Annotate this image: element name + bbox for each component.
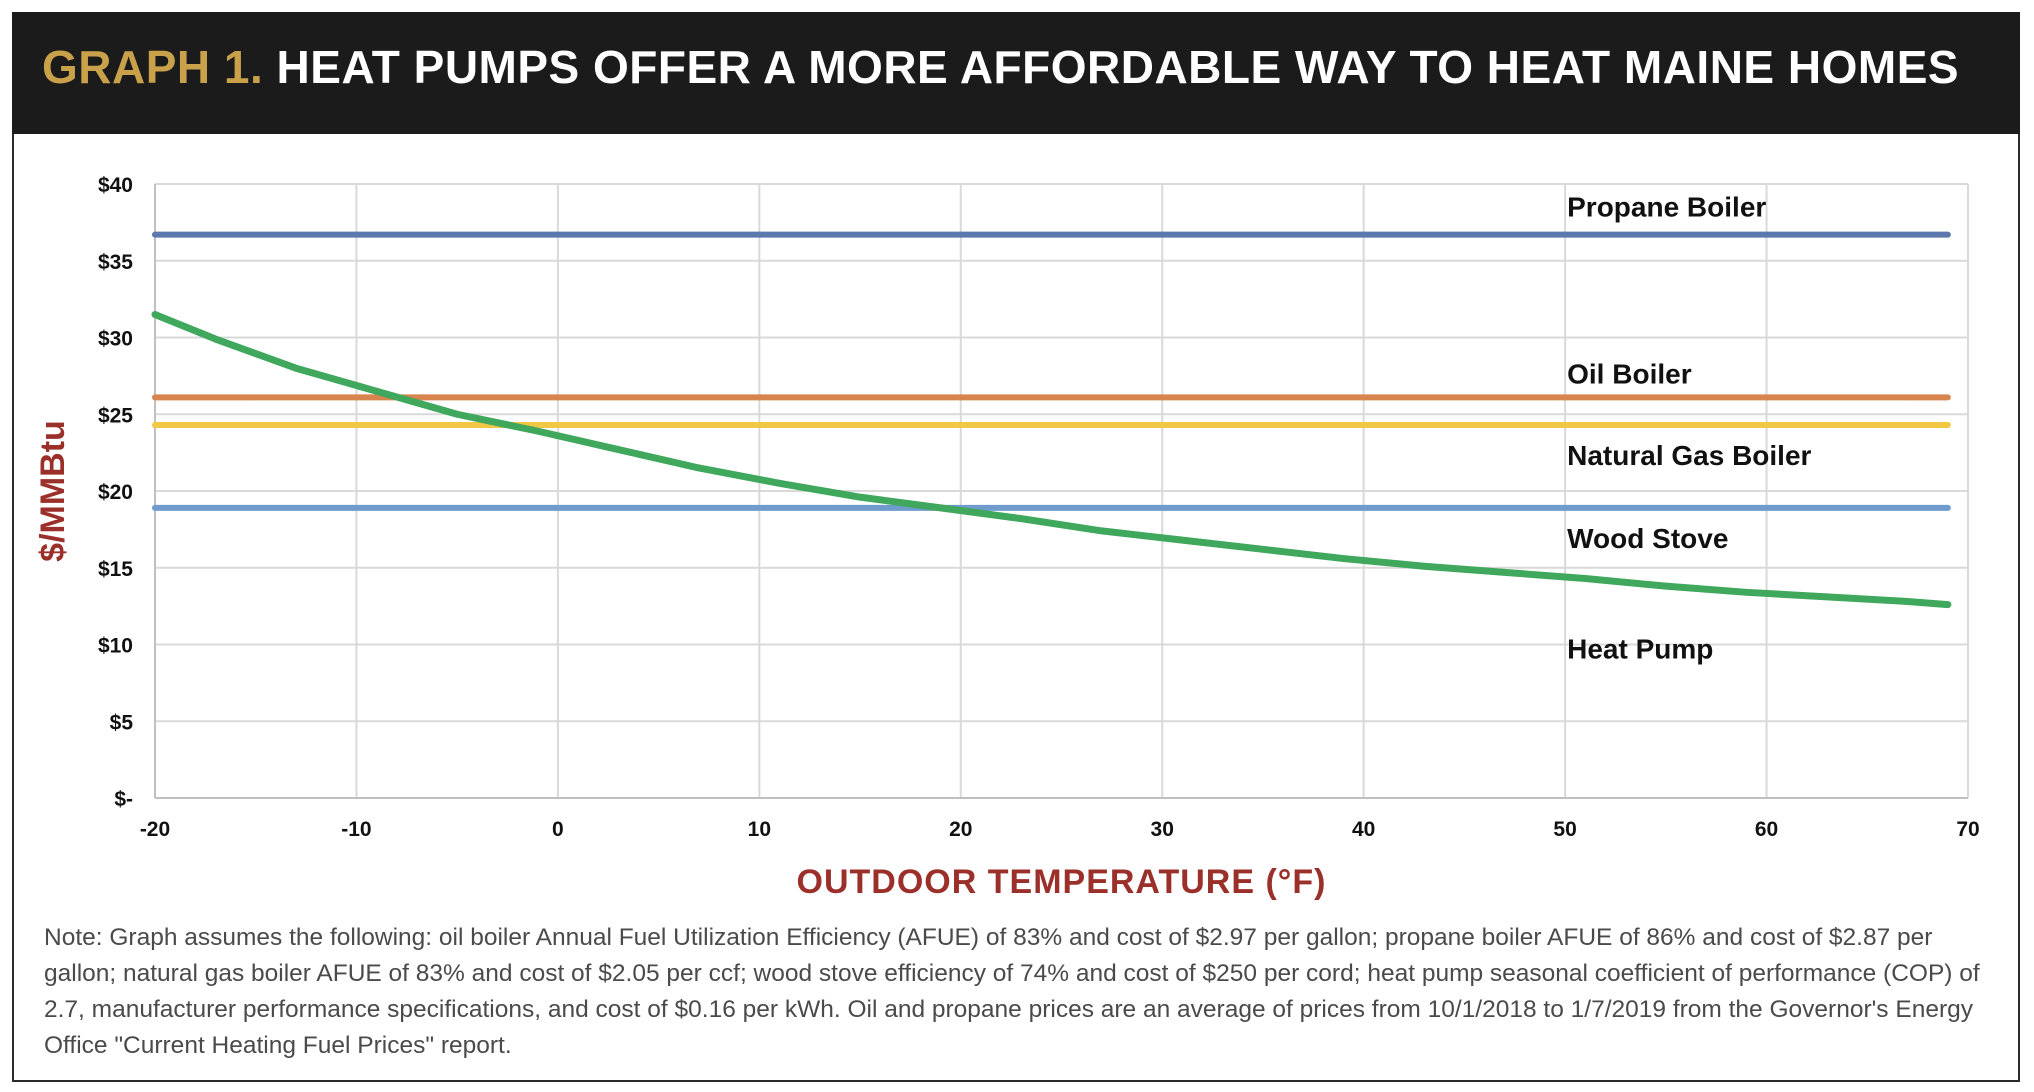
x-tick-label: 50 <box>1553 818 1576 841</box>
x-tick-label: -20 <box>140 818 170 841</box>
x-tick-label: 20 <box>949 818 972 841</box>
x-tick-label: 40 <box>1352 818 1375 841</box>
series-label: Heat Pump <box>1567 634 1713 665</box>
series-label: Natural Gas Boiler <box>1567 440 1811 471</box>
y-tick-label: $20 <box>98 481 133 504</box>
y-tick-label: $10 <box>98 635 133 658</box>
y-tick-label: $5 <box>110 711 134 734</box>
x-tick-label: 60 <box>1755 818 1778 841</box>
series-label: Wood Stove <box>1567 523 1728 554</box>
y-tick-label: $25 <box>98 404 133 427</box>
x-tick-label: 30 <box>1151 818 1174 841</box>
heat-pump-line <box>151 310 1952 609</box>
figure-title: GRAPH 1. HEAT PUMPS OFFER A MORE AFFORDA… <box>42 40 1959 94</box>
x-tick-label: 0 <box>552 818 564 841</box>
y-tick-label: $15 <box>98 558 133 581</box>
x-tick-label: -10 <box>341 818 371 841</box>
title-bar <box>12 12 2020 134</box>
figure-number: GRAPH 1. <box>42 41 264 93</box>
y-axis-title: $/MMBtu <box>34 420 72 562</box>
y-tick-label: $35 <box>98 251 133 274</box>
figure-title-text: HEAT PUMPS OFFER A MORE AFFORDABLE WAY T… <box>276 41 1960 93</box>
y-tick-label: $40 <box>98 174 133 197</box>
footnote: Note: Graph assumes the following: oil b… <box>44 924 1980 1059</box>
x-tick-label: 70 <box>1956 818 1979 841</box>
y-tick-label: $30 <box>98 328 133 351</box>
y-tick-label: $- <box>114 788 133 811</box>
series-label: Oil Boiler <box>1567 358 1692 389</box>
x-axis-title: OUTDOOR TEMPERATURE (°F) <box>797 863 1327 901</box>
series-label: Propane Boiler <box>1567 192 1766 223</box>
x-tick-label: 10 <box>748 818 771 841</box>
